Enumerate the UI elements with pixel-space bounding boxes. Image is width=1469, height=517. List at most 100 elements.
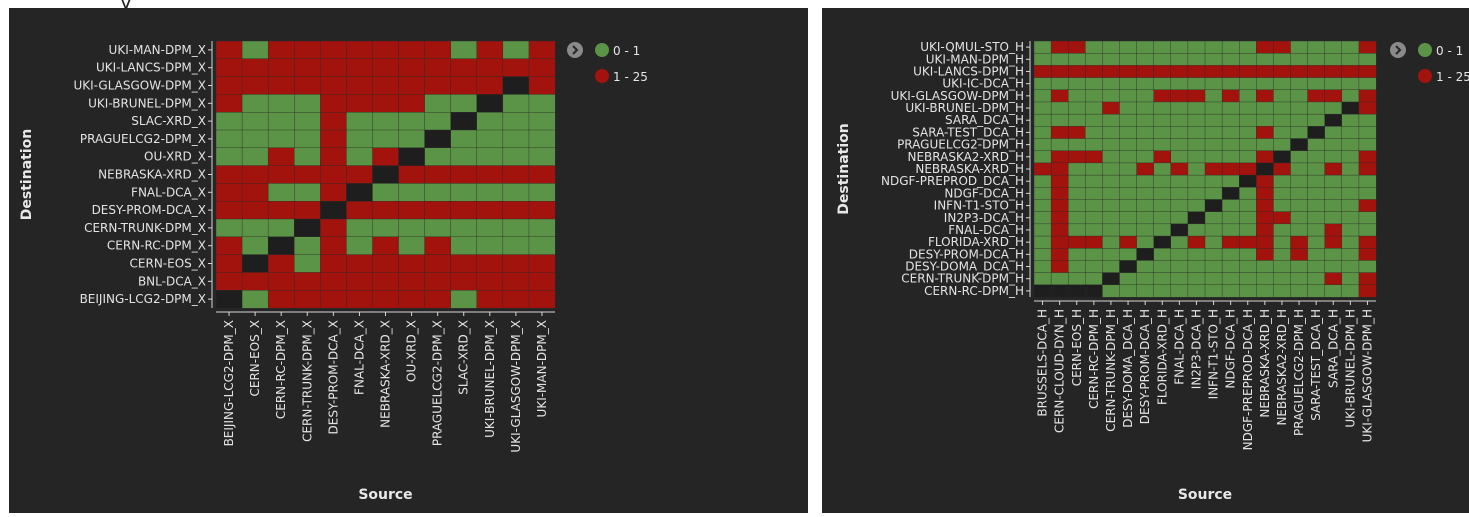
heatmap-cell xyxy=(1067,65,1086,79)
heatmap-cell xyxy=(1239,162,1257,176)
legend-toggle-button[interactable] xyxy=(1390,42,1406,58)
heatmap-cell xyxy=(1273,77,1291,91)
y-tick-label: BEIJING-LCG2-DPM_X xyxy=(80,292,206,306)
heatmap-cell xyxy=(476,254,504,273)
heatmap-cell xyxy=(1239,187,1257,200)
heatmap-cell xyxy=(372,40,400,60)
heatmap-cell xyxy=(294,236,321,256)
legend-toggle-button[interactable] xyxy=(567,42,583,58)
heatmap-cell xyxy=(346,272,373,291)
heatmap-cell xyxy=(1290,272,1309,286)
heatmap-cell xyxy=(1221,113,1240,127)
heatmap-cell xyxy=(1119,89,1138,103)
y-tick-label: DESY-PROM-DCA_H xyxy=(909,247,1024,261)
heatmap-cell xyxy=(476,76,504,95)
heatmap-cell xyxy=(1290,65,1309,79)
heatmap-cell xyxy=(1239,65,1257,79)
heatmap-cell xyxy=(1153,211,1172,225)
heatmap-cell xyxy=(1187,199,1206,213)
heatmap-cell xyxy=(241,111,269,131)
heatmap-cell xyxy=(1119,260,1138,274)
heatmap-cell xyxy=(1136,126,1155,140)
heatmap-cell xyxy=(1170,223,1189,237)
heatmap-cell xyxy=(1102,113,1120,127)
heatmap-cell xyxy=(1239,150,1257,164)
heatmap-cell xyxy=(267,200,295,220)
x-tick-label: SARA-TEST_DCA_H xyxy=(1309,309,1323,421)
heatmap-cell xyxy=(1102,187,1120,200)
heatmap-cell xyxy=(1102,138,1120,152)
heatmap-cell xyxy=(1290,187,1309,200)
heatmap-cell xyxy=(1273,150,1291,164)
heatmap-cell xyxy=(1153,235,1172,249)
heatmap-cell xyxy=(1102,260,1120,274)
heatmap-cell xyxy=(424,76,452,95)
heatmap-cell xyxy=(1119,52,1138,66)
heatmap-cell xyxy=(398,165,426,184)
heatmap-cell xyxy=(1187,138,1206,152)
heatmap-cell xyxy=(1341,113,1360,127)
heatmap-cell xyxy=(215,129,243,149)
heatmap-cell xyxy=(1239,126,1257,140)
heatmap-cell xyxy=(267,94,295,113)
heatmap-cell xyxy=(294,218,321,238)
heatmap-cell xyxy=(1290,235,1309,249)
x-tick-label: SARA_DCA_H xyxy=(1326,309,1340,388)
heatmap-cell xyxy=(1290,174,1309,188)
heatmap-cell xyxy=(1221,248,1240,261)
heatmap-cell xyxy=(1067,211,1086,225)
x-tick-label: NEBRASKA2-XRD_H xyxy=(1275,309,1289,426)
heatmap-cell xyxy=(1170,272,1189,286)
x-tick-label: FNAL-DCA_H xyxy=(1172,309,1186,385)
heatmap-cell xyxy=(1170,77,1189,91)
heatmap-cell xyxy=(346,111,373,131)
heatmap-cell xyxy=(241,94,269,113)
heatmap-cell xyxy=(476,129,504,149)
heatmap-cell xyxy=(215,183,243,202)
y-tick-label: CERN-TRUNK-DPM_H xyxy=(901,272,1024,286)
y-tick-label: IN2P3-DCA_H xyxy=(944,211,1024,225)
heatmap-chart-right: UKI-QMUL-STO_HUKI-MAN-DPM_HUKI-LANCS-DPM… xyxy=(836,40,1469,503)
heatmap-cell xyxy=(1273,223,1291,237)
heatmap-cell xyxy=(1221,126,1240,140)
heatmap-cell xyxy=(215,236,243,256)
heatmap-cell xyxy=(398,40,426,60)
heatmap-cell xyxy=(267,165,295,184)
heatmap-cell xyxy=(1119,150,1138,164)
heatmap-cell xyxy=(346,254,373,273)
heatmap-cell xyxy=(320,129,347,149)
heatmap-cell xyxy=(528,58,556,78)
heatmap-cell xyxy=(1067,223,1086,237)
heatmap-cell xyxy=(450,290,478,309)
x-tick-label: NDGF-DCA_H xyxy=(1224,309,1238,389)
heatmap-cell xyxy=(267,254,295,273)
heatmap-cell xyxy=(267,183,295,202)
heatmap-cell xyxy=(1102,174,1120,188)
heatmap-cell xyxy=(1085,65,1103,79)
heatmap-cell xyxy=(476,200,504,220)
y-tick-label: UKI-QMUL-STO_H xyxy=(920,40,1024,54)
heatmap-cell xyxy=(1341,174,1360,188)
heatmap-cell xyxy=(1136,199,1155,213)
x-tick-label: NEBRASKA-XRD_X xyxy=(379,320,393,428)
x-tick-label: CERN-RC-DPM_H xyxy=(1087,309,1101,409)
heatmap-cell xyxy=(398,76,426,95)
heatmap-cell xyxy=(1136,260,1155,274)
y-axis-title: Destination xyxy=(19,129,35,220)
x-tick-label: CERN-CLOUD-DYN_H xyxy=(1053,309,1067,433)
heatmap-cell xyxy=(1204,235,1223,249)
heatmap-cell xyxy=(424,165,452,184)
heatmap-cell xyxy=(372,76,400,95)
heatmap-cell xyxy=(372,58,400,78)
heatmap-cell xyxy=(1324,89,1343,103)
heatmap-cell xyxy=(1119,248,1138,261)
heatmap-cell xyxy=(1307,65,1326,79)
heatmap-cell xyxy=(528,129,556,149)
heatmap-cell xyxy=(1290,101,1309,115)
heatmap-cell xyxy=(372,165,400,184)
heatmap-cell xyxy=(320,254,347,273)
heatmap-cell xyxy=(1290,126,1309,140)
heatmap-cell xyxy=(502,272,530,291)
heatmap-cell xyxy=(1033,138,1052,152)
heatmap-cell xyxy=(372,129,400,149)
